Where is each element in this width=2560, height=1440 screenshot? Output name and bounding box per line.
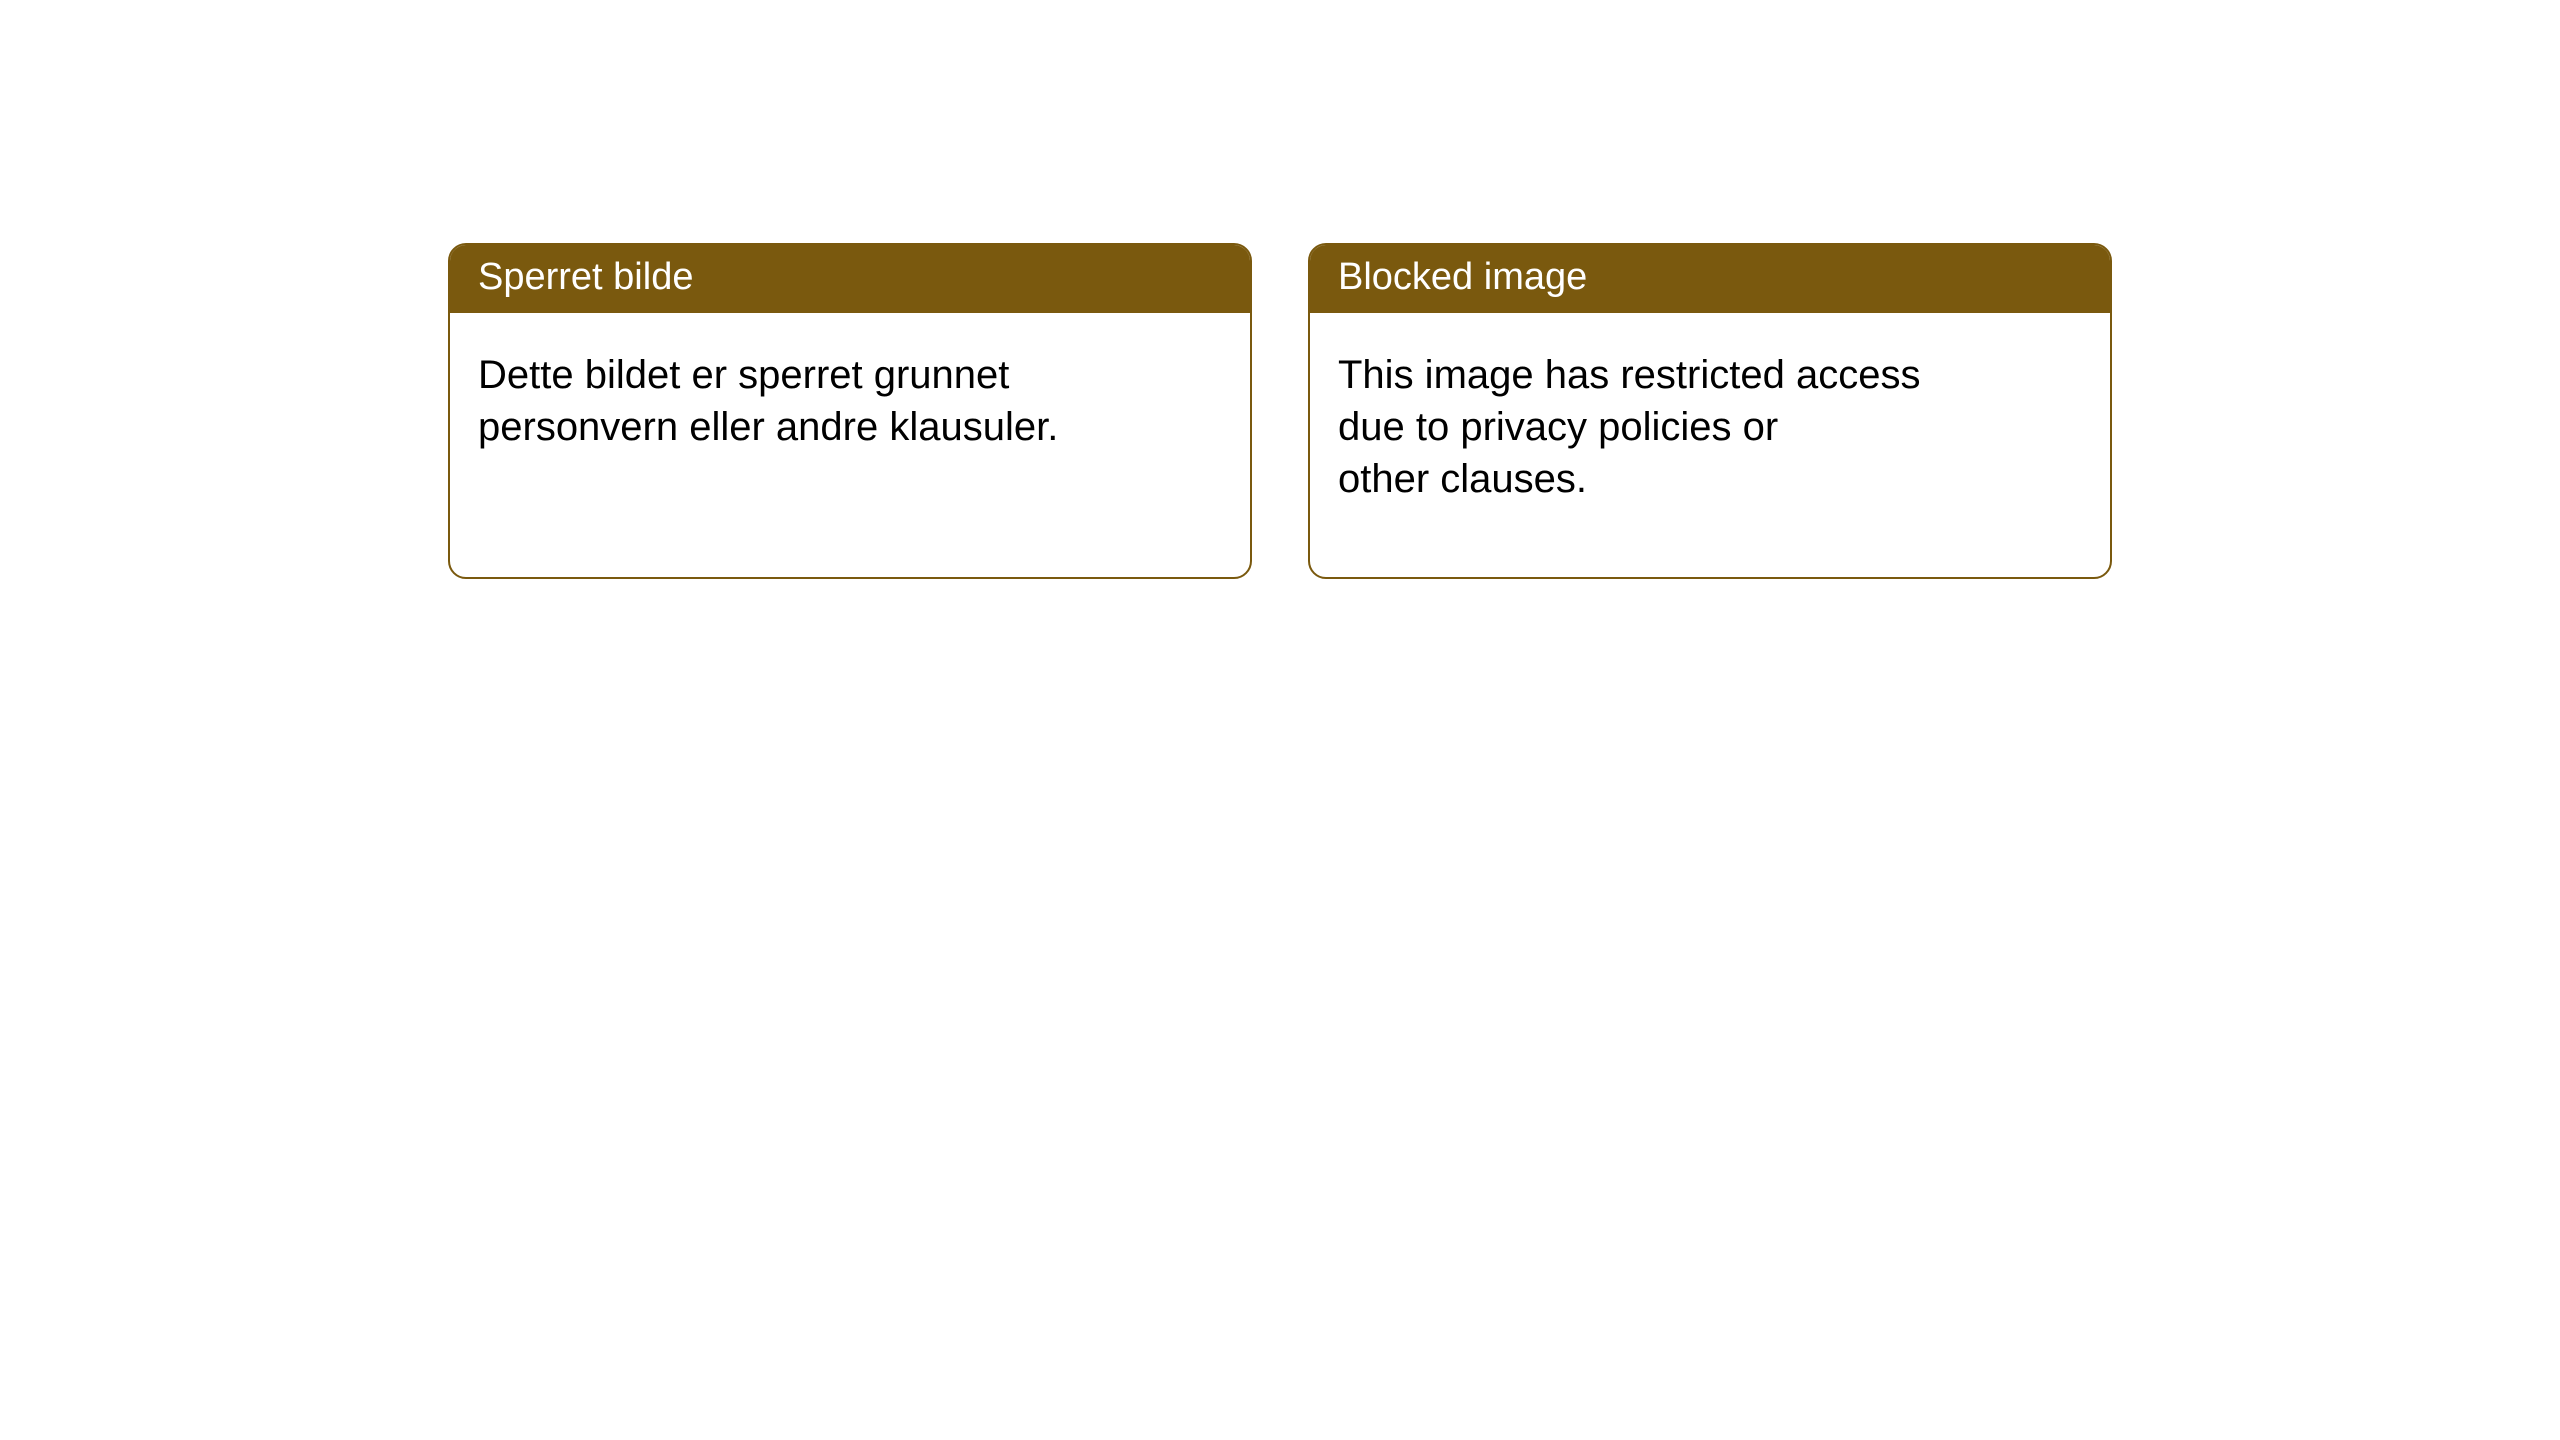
card-header-norwegian: Sperret bilde [450,245,1250,313]
card-header-english: Blocked image [1310,245,2110,313]
blocked-image-card-english: Blocked image This image has restricted … [1308,243,2112,579]
notice-container: Sperret bilde Dette bildet er sperret gr… [448,243,2112,579]
card-body-english: This image has restricted access due to … [1310,313,2110,541]
blocked-image-card-norwegian: Sperret bilde Dette bildet er sperret gr… [448,243,1252,579]
card-body-norwegian: Dette bildet er sperret grunnet personve… [450,313,1250,489]
